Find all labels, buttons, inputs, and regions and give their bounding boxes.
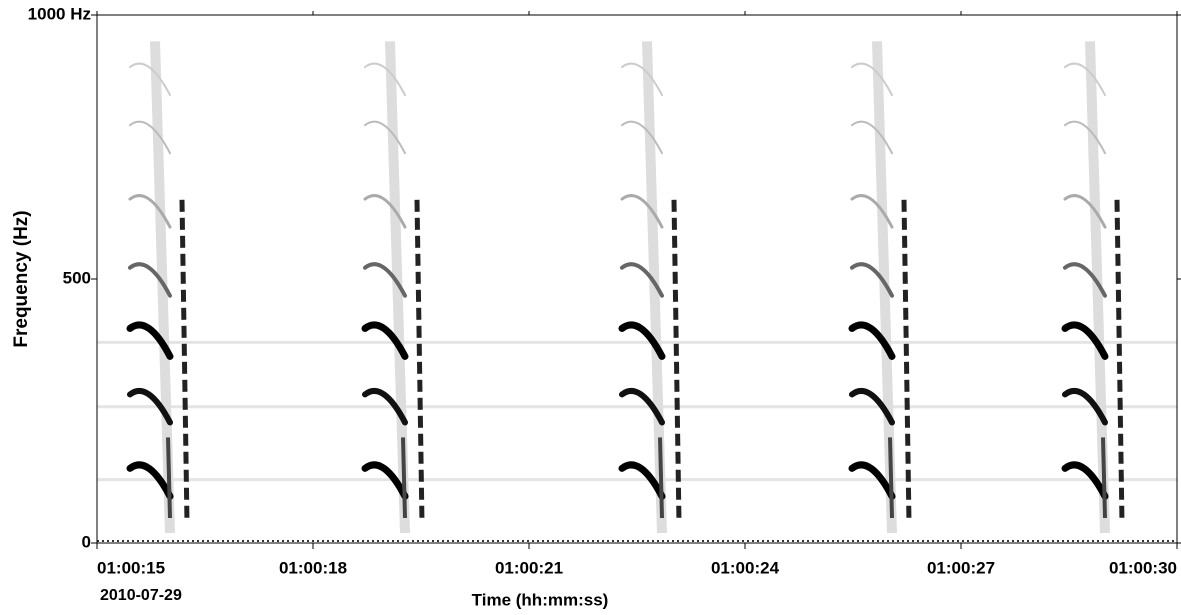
call-trail: [179, 199, 190, 524]
harmonic: [620, 194, 664, 229]
call-tail: [401, 437, 407, 519]
y-axis-label: Frequency (Hz): [11, 210, 32, 347]
harmonic: [849, 387, 895, 426]
y-tick-label: 0: [82, 532, 91, 551]
call-tail: [888, 437, 894, 519]
y-tick-label: 1000 Hz: [28, 4, 91, 23]
harmonic: [851, 62, 893, 97]
date-label: 2010-07-29: [100, 587, 182, 604]
call-tail: [658, 437, 664, 519]
harmonic: [618, 461, 666, 500]
spectrogram: [97, 41, 1177, 542]
harmonic: [364, 120, 406, 155]
harmonic: [363, 194, 407, 229]
harmonic: [128, 194, 172, 229]
x-tick-label: 01:00:15: [97, 558, 165, 577]
harmonic: [1061, 461, 1109, 500]
y-tick-label: 500: [63, 268, 91, 287]
harmonic: [363, 262, 407, 298]
x-axis-label: Time (hh:mm:ss): [472, 590, 609, 609]
harmonic: [848, 321, 896, 360]
harmonic: [1063, 194, 1107, 229]
x-tick-label: 01:00:21: [495, 558, 563, 577]
harmonic: [1064, 120, 1106, 155]
call-trail: [1114, 199, 1125, 524]
call-trail: [901, 199, 912, 524]
x-tick-label: 01:00:24: [711, 558, 780, 577]
call-trail: [671, 199, 682, 524]
harmonic: [126, 461, 174, 500]
harmonic: [851, 120, 893, 155]
harmonic: [620, 262, 664, 298]
call-tail: [1101, 437, 1107, 519]
harmonic: [361, 321, 409, 360]
harmonic: [618, 321, 666, 360]
harmonic: [361, 461, 409, 500]
harmonic: [1062, 387, 1108, 426]
harmonic: [848, 461, 896, 500]
call-trail: [414, 199, 425, 524]
harmonic: [621, 120, 663, 155]
harmonic: [1064, 62, 1106, 97]
harmonic: [126, 321, 174, 360]
harmonic: [619, 387, 665, 426]
x-tick-label: 01:00:30: [1109, 558, 1177, 577]
harmonic: [1063, 262, 1107, 298]
x-tick-label: 01:00:27: [927, 558, 995, 577]
harmonic: [364, 62, 406, 97]
harmonic: [128, 262, 172, 298]
x-tick-label: 01:00:18: [279, 558, 347, 577]
harmonic: [129, 62, 171, 97]
harmonic: [621, 62, 663, 97]
harmonic: [129, 120, 171, 155]
harmonic: [362, 387, 408, 426]
harmonic: [127, 387, 173, 426]
harmonic: [850, 194, 894, 229]
harmonic: [850, 262, 894, 298]
harmonic: [1061, 321, 1109, 360]
call-tail: [166, 437, 172, 519]
